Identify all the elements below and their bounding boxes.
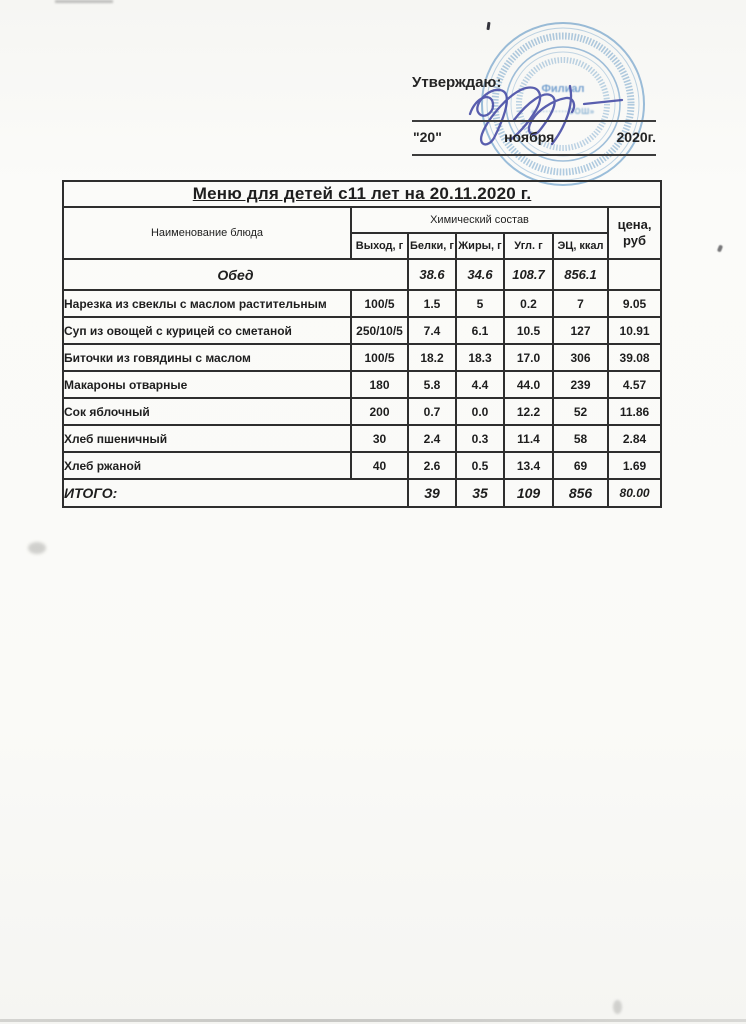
dish-output: 100/5 (350, 343, 409, 372)
dish-price: 9.05 (606, 289, 663, 318)
dish-price: 39.08 (606, 343, 663, 372)
col-header-chemical: Химический состав (350, 206, 609, 234)
header-row-1: Наименование блюда Химический состав цен… (62, 206, 663, 260)
dish-energy: 127 (552, 316, 609, 345)
col-header-output: Выход, г (350, 232, 409, 260)
dish-output: 100/5 (350, 289, 409, 318)
section-protein: 38.6 (407, 258, 457, 291)
dish-energy: 69 (552, 451, 609, 480)
dish-carb: 17.0 (503, 343, 554, 372)
dish-name: Нарезка из свеклы с маслом растительным (62, 289, 352, 318)
total-price: 80.00 (606, 478, 663, 508)
section-row-lunch: Обед 38.6 34.6 108.7 856.1 (62, 258, 663, 291)
dish-output: 200 (350, 397, 409, 426)
section-carb: 108.7 (503, 258, 554, 291)
dish-protein: 2.4 (407, 424, 457, 453)
dish-name: Макароны отварные (62, 370, 352, 399)
approve-label: Утверждаю: (412, 74, 502, 91)
menu-title: Меню для детей с11 лет на 20.11.2020 г. (61, 180, 663, 208)
scan-edge-line (0, 1019, 746, 1022)
scan-smudge-left (28, 542, 46, 554)
stamp-center-text-2: «··········ООШ» (531, 107, 595, 116)
total-energy: 856 (552, 478, 609, 508)
dish-carb: 10.5 (503, 316, 554, 345)
dish-carb: 12.2 (503, 397, 554, 426)
date-underline (412, 154, 656, 156)
dish-price: 4.57 (606, 370, 663, 399)
scan-smudge-top (55, 0, 113, 3)
dish-price: 10.91 (606, 316, 663, 345)
dish-carb: 11.4 (503, 424, 554, 453)
table-title-row: Меню для детей с11 лет на 20.11.2020 г. (61, 180, 663, 208)
dish-fat: 5 (455, 289, 505, 318)
dish-carb: 0.2 (503, 289, 554, 318)
total-fat: 35 (455, 478, 505, 508)
dish-energy: 239 (552, 370, 609, 399)
dish-energy: 58 (552, 424, 609, 453)
signature-line (412, 120, 656, 122)
table-row: Макароны отварные 180 5.8 4.4 44.0 239 4… (62, 370, 663, 399)
dish-protein: 2.6 (407, 451, 457, 480)
dish-carb: 13.4 (503, 451, 554, 480)
dish-name: Хлеб ржаной (62, 451, 352, 480)
dish-protein: 7.4 (407, 316, 457, 345)
dish-protein: 18.2 (407, 343, 457, 372)
col-header-carb: Угл. г (503, 232, 554, 260)
dish-name: Биточки из говядины с маслом (62, 343, 352, 372)
total-carb: 109 (503, 478, 554, 508)
official-stamp-seal: Филиал «··········ООШ» (481, 22, 645, 186)
scan-speck-right (716, 244, 724, 253)
dish-output: 30 (350, 424, 409, 453)
dish-name: Суп из овощей с курицей со сметаной (62, 316, 352, 345)
dish-fat: 18.3 (455, 343, 505, 372)
section-label: Обед (62, 258, 409, 291)
menu-table: Меню для детей с11 лет на 20.11.2020 г. … (61, 180, 663, 508)
dish-fat: 0.3 (455, 424, 505, 453)
dish-fat: 4.4 (455, 370, 505, 399)
section-price (606, 258, 663, 291)
table-row: Хлеб пшеничный 30 2.4 0.3 11.4 58 2.84 (62, 424, 663, 453)
table-row: Сок яблочный 200 0.7 0.0 12.2 52 11.86 (62, 397, 663, 426)
section-fat: 34.6 (455, 258, 505, 291)
dish-energy: 306 (552, 343, 609, 372)
dish-fat: 6.1 (455, 316, 505, 345)
dish-protein: 0.7 (407, 397, 457, 426)
dish-energy: 52 (552, 397, 609, 426)
approval-year: 2020г. (616, 129, 656, 145)
total-label: ИТОГО: (62, 478, 409, 508)
dish-energy: 7 (552, 289, 609, 318)
dish-output: 250/10/5 (350, 316, 409, 345)
dish-price: 11.86 (606, 397, 663, 426)
approval-month: ноября (504, 129, 555, 145)
col-header-price: цена, руб (606, 206, 663, 260)
approval-day: "20" (413, 129, 442, 145)
total-protein: 39 (407, 478, 457, 508)
col-header-fat: Жиры, г (455, 232, 505, 260)
approval-date-row: "20" ноября 2020г. (413, 129, 656, 145)
dish-protein: 5.8 (407, 370, 457, 399)
col-header-protein: Белки, г (407, 232, 457, 260)
dish-name: Сок яблочный (62, 397, 352, 426)
total-row: ИТОГО: 39 35 109 856 80.00 (62, 478, 663, 508)
col-header-energy: ЭЦ, ккал (552, 232, 609, 260)
dish-output: 40 (350, 451, 409, 480)
table-row: Биточки из говядины с маслом 100/5 18.2 … (62, 343, 663, 372)
table-row: Хлеб ржаной 40 2.6 0.5 13.4 69 1.69 (62, 451, 663, 480)
stamp-center-text: Филиал (541, 83, 584, 95)
table-row: Суп из овощей с курицей со сметаной 250/… (62, 316, 663, 345)
dish-protein: 1.5 (407, 289, 457, 318)
dish-fat: 0.0 (455, 397, 505, 426)
dish-price: 1.69 (606, 451, 663, 480)
dish-name: Хлеб пшеничный (62, 424, 352, 453)
dish-carb: 44.0 (503, 370, 554, 399)
scan-speck-bottom (613, 1000, 622, 1014)
section-energy: 856.1 (552, 258, 609, 291)
col-header-dish: Наименование блюда (62, 206, 352, 260)
dish-price: 2.84 (606, 424, 663, 453)
dish-fat: 0.5 (455, 451, 505, 480)
table-row: Нарезка из свеклы с маслом растительным … (62, 289, 663, 318)
header-row-2: Выход, г Белки, г Жиры, г Угл. г ЭЦ, кка… (63, 232, 661, 260)
dish-output: 180 (350, 370, 409, 399)
